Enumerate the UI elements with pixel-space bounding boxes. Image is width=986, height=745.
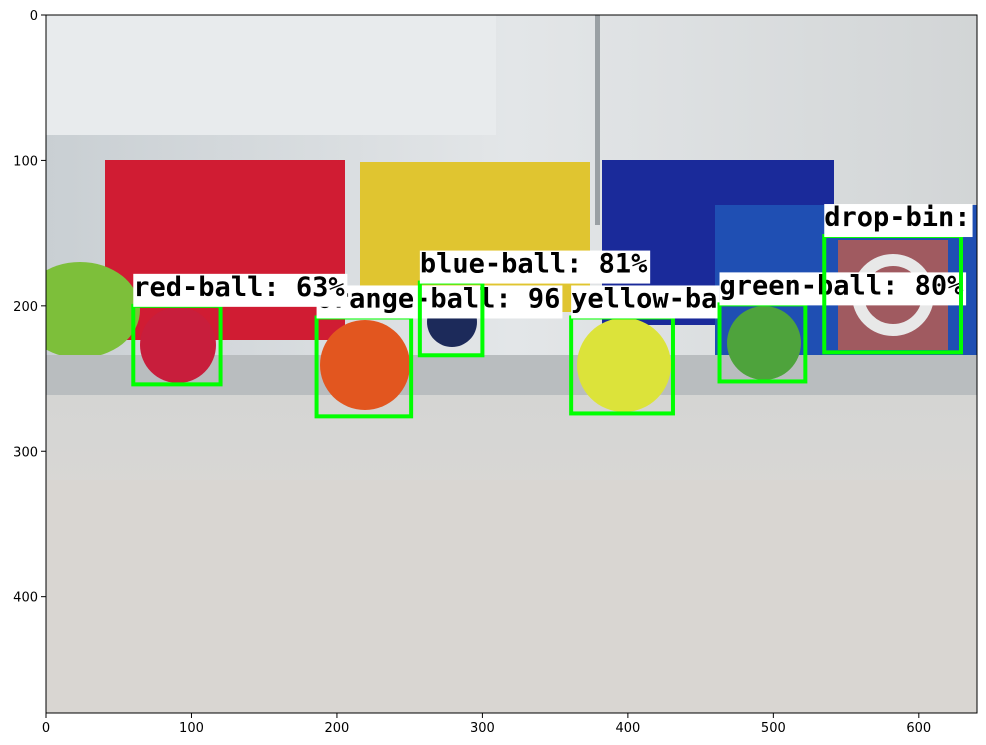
- axes-frame: [45, 14, 978, 714]
- x-tick-label: 400: [615, 721, 640, 736]
- x-tick-label: 200: [325, 721, 350, 736]
- detection-label: orange-ball: 96: [317, 283, 561, 314]
- x-tick-label: 0: [42, 721, 50, 736]
- detection-label: green-ball: 80%: [720, 270, 965, 301]
- detection-label: yellow-ba: [571, 283, 717, 314]
- x-tick-label: 300: [470, 721, 495, 736]
- y-tick-label: 100: [13, 154, 38, 169]
- label-background: [824, 204, 973, 238]
- photo: [46, 15, 977, 713]
- x-tick-label: 500: [761, 721, 786, 736]
- label-background: [133, 273, 348, 307]
- label-background: [719, 272, 967, 306]
- y-tick-label: 200: [13, 300, 38, 315]
- axes: 0 100 200 300 400 500 600 0 100 200 300 400: [13, 9, 931, 736]
- detections: orange-ball: 96 yellow-ba green-ball: 80% r…: [131, 202, 973, 419]
- detection-label: drop-bin:: [824, 202, 970, 233]
- label-background: [571, 285, 720, 319]
- label-background: [419, 250, 651, 284]
- detection-label: red-ball: 63%: [133, 272, 345, 303]
- x-tick-label: 600: [906, 721, 931, 736]
- y-tick-label: 300: [13, 445, 38, 460]
- y-tick-label: 400: [13, 591, 38, 606]
- label-background: [316, 285, 563, 319]
- x-tick-label: 100: [179, 721, 204, 736]
- y-tick-label: 0: [30, 9, 38, 24]
- detection-label: blue-ball: 81%: [420, 249, 648, 280]
